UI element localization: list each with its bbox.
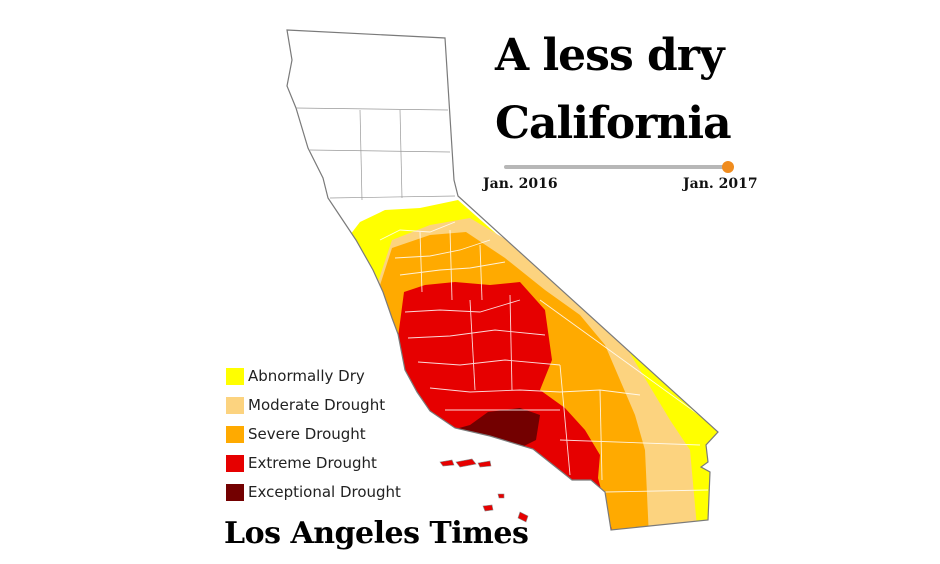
legend-label: Abnormally Dry <box>248 367 365 385</box>
title-line-1: A less dry <box>495 30 725 81</box>
zone-exceptional-drought <box>452 408 540 452</box>
timeline-end-label: Jan. 2017 <box>683 176 758 192</box>
legend-label: Moderate Drought <box>248 396 386 414</box>
los-angeles-times-logo: Los Angeles Times <box>224 516 529 551</box>
legend-label: Exceptional Drought <box>248 483 401 501</box>
legend-label: Extreme Drought <box>248 454 377 472</box>
title-line-2: California <box>495 98 732 149</box>
legend-swatch <box>226 455 244 472</box>
california-outline <box>286 29 719 531</box>
channel-islands <box>439 458 529 523</box>
county-lines <box>379 221 718 493</box>
legend-swatch <box>226 484 244 501</box>
legend-swatch <box>226 426 244 443</box>
legend-swatch <box>226 397 244 414</box>
timeline-marker <box>722 161 734 173</box>
legend-swatch <box>226 368 244 385</box>
legend-label: Severe Drought <box>248 425 366 443</box>
northern-county-lines <box>295 107 456 201</box>
timeline-start-label: Jan. 2016 <box>483 176 558 192</box>
timeline <box>504 161 734 173</box>
